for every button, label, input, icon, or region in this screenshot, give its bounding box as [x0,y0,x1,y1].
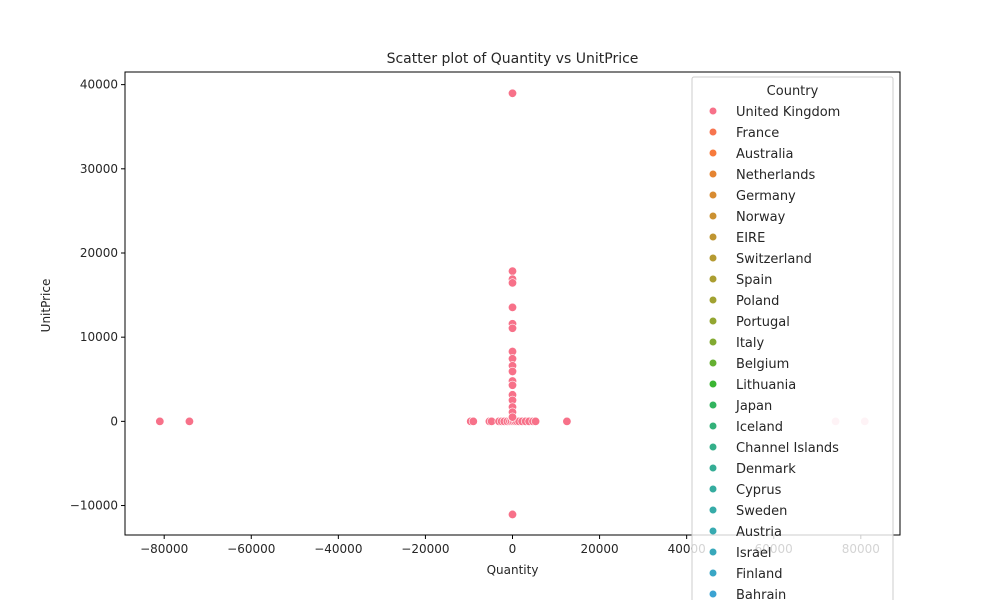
y-tick-label: 20000 [80,246,118,260]
x-tick-label: 20000 [580,542,618,556]
legend-entry-label: Israel [736,546,772,561]
legend-entry-label: Iceland [736,420,783,435]
legend-marker [709,233,717,241]
x-tick-label: −40000 [314,542,362,556]
legend-entry-label: Sweden [736,504,787,519]
legend-marker [709,485,717,493]
legend-marker [709,527,717,535]
legend-marker [709,506,717,514]
legend-entry-label: Japan [735,399,772,414]
legend-entry-label: Lithuania [736,378,796,393]
y-tick-label: 0 [110,414,118,428]
legend-marker [709,317,717,325]
legend-entry-label: Netherlands [736,168,815,183]
legend: Country United Kingdom France Australia Net… [691,76,894,600]
legend-entry-label: Italy [736,336,765,351]
x-axis-label: Quantity [487,563,539,577]
legend-entry-label: Spain [736,273,772,288]
legend-box [691,76,894,600]
legend-entry-label: EIRE [736,231,765,246]
data-point [507,323,517,333]
legend-entry-label: Cyprus [736,483,782,498]
legend-marker [709,296,717,304]
legend-entry-label: Channel Islands [736,441,839,456]
x-tick-label: −80000 [140,542,188,556]
legend-marker [709,212,717,220]
legend-entry-label: Germany [736,189,796,204]
legend-entry-label: Norway [736,210,786,225]
legend-entry-label: United Kingdom [736,105,840,120]
legend-entry-label: Denmark [736,462,796,477]
legend-marker [709,464,717,472]
legend-marker [709,254,717,262]
data-point [507,366,517,376]
legend-title: Country [767,84,819,99]
y-tick-label: −10000 [70,499,118,513]
data-point [155,416,165,426]
legend-marker [709,569,717,577]
legend-marker [709,443,717,451]
data-point [562,416,572,426]
legend-marker [709,380,717,388]
legend-entry-label: Poland [736,294,779,309]
data-point [468,416,478,426]
legend-entry-label: Portugal [736,315,790,330]
y-tick-label: 10000 [80,330,118,344]
y-tick-label: 40000 [80,78,118,92]
legend-marker [709,275,717,283]
legend-marker [709,338,717,346]
legend-entry-label: France [736,126,779,141]
y-tick-label: 30000 [80,162,118,176]
legend-marker [709,590,717,598]
legend-marker [709,401,717,409]
data-point [507,302,517,312]
x-tick-label: 0 [509,542,517,556]
legend-marker [709,107,717,115]
legend-marker [709,149,717,157]
x-tick-label: −60000 [227,542,275,556]
legend-marker [709,191,717,199]
legend-entry-label: Australia [736,147,794,162]
data-point [507,278,517,288]
legend-marker [709,170,717,178]
legend-entry-label: Finland [736,567,782,582]
legend-marker [709,422,717,430]
legend-entry-label: Switzerland [736,252,812,267]
data-point [531,416,541,426]
data-point [507,266,517,276]
data-point [507,412,517,422]
y-axis-label: UnitPrice [39,279,53,333]
chart-title: Scatter plot of Quantity vs UnitPrice [387,51,639,67]
legend-entry-label: Austria [736,525,782,540]
data-point [507,509,517,519]
legend-marker [709,128,717,136]
x-tick-label: −20000 [401,542,449,556]
data-point [184,416,194,426]
data-point [507,380,517,390]
legend-marker [709,548,717,556]
legend-entry-label: Belgium [736,357,789,372]
data-point [507,88,517,98]
legend-entry-label: Bahrain [736,588,786,600]
legend-marker [709,359,717,367]
